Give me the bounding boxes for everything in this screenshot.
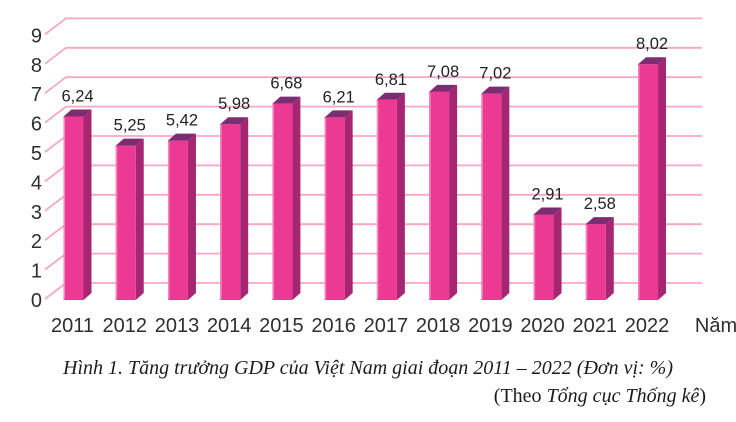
bar-value-label: 6,68 bbox=[270, 75, 302, 93]
bar-value-label: 5,98 bbox=[218, 95, 250, 113]
y-tick-label: 2 bbox=[31, 231, 42, 253]
bar-2012 bbox=[115, 138, 144, 300]
x-tick-label: 2021 bbox=[573, 315, 618, 337]
bar-2021 bbox=[585, 217, 614, 300]
bar-2022 bbox=[638, 57, 667, 300]
bar-top-face bbox=[481, 86, 510, 94]
bar-top-face bbox=[63, 109, 92, 117]
x-tick-label: 2019 bbox=[468, 315, 513, 337]
x-tick-label: 2016 bbox=[311, 315, 356, 337]
bar-value-label: 2,58 bbox=[584, 195, 616, 213]
bar-top-face bbox=[585, 217, 614, 225]
y-tick-label: 8 bbox=[31, 55, 42, 77]
bar-2011 bbox=[63, 109, 92, 300]
bar-top-face bbox=[376, 92, 405, 100]
bar-top-face bbox=[272, 96, 301, 104]
x-tick-label: 2014 bbox=[207, 315, 252, 337]
bar-2013 bbox=[167, 133, 196, 300]
bar-front-face bbox=[167, 140, 188, 300]
bar-top-face bbox=[220, 117, 249, 125]
bar-front-face bbox=[429, 91, 450, 301]
bar-front-face bbox=[220, 124, 241, 300]
bar-side-face bbox=[658, 57, 667, 300]
bar-front-face bbox=[481, 93, 502, 300]
bar-2014 bbox=[220, 117, 249, 300]
bar-value-label: 6,24 bbox=[61, 88, 93, 106]
bar-2018 bbox=[429, 84, 458, 301]
y-tick-label: 6 bbox=[31, 114, 42, 136]
bar-top-face bbox=[638, 57, 667, 65]
y-tick-label: 9 bbox=[31, 25, 42, 47]
bar-side-face bbox=[187, 133, 196, 300]
bar-front-face bbox=[638, 64, 659, 300]
bar-front-face bbox=[533, 214, 554, 300]
x-tick-label: 2012 bbox=[102, 315, 147, 337]
bar-front-face bbox=[585, 224, 606, 300]
y-tick-label: 7 bbox=[31, 84, 42, 106]
bar-value-label: 7,08 bbox=[427, 63, 459, 81]
x-tick-label: 2020 bbox=[520, 315, 565, 337]
bar-top-face bbox=[533, 207, 562, 215]
bar-2017 bbox=[376, 92, 405, 300]
bar-value-label: 6,81 bbox=[375, 71, 407, 89]
y-tick-label: 0 bbox=[31, 290, 42, 312]
y-tick-label: 3 bbox=[31, 202, 42, 224]
bar-side-face bbox=[501, 86, 510, 300]
bar-side-face bbox=[240, 117, 249, 300]
bar-value-label: 6,21 bbox=[323, 88, 355, 106]
bar-top-face bbox=[324, 110, 353, 118]
bar-2020 bbox=[533, 207, 562, 300]
source-prefix: (Theo bbox=[493, 385, 547, 407]
bar-front-face bbox=[376, 99, 397, 300]
x-tick-label: 2022 bbox=[625, 315, 670, 337]
bar-value-label: 2,91 bbox=[532, 185, 564, 203]
bar-side-face bbox=[135, 138, 144, 300]
chart-source: (Theo Tổng cục Thống kê) bbox=[494, 385, 706, 408]
bar-value-label: 8,02 bbox=[636, 35, 668, 53]
bar-side-face bbox=[396, 92, 405, 300]
x-tick-label: 2015 bbox=[259, 315, 304, 337]
source-name: Tổng cục Thống kê bbox=[546, 385, 700, 407]
bar-top-face bbox=[115, 138, 144, 146]
chart-caption: Hình 1. Tăng trưởng GDP của Việt Nam gia… bbox=[0, 357, 736, 380]
bar-side-face bbox=[344, 110, 353, 301]
bar-side-face bbox=[449, 84, 458, 301]
gridline bbox=[44, 46, 702, 65]
bar-2019 bbox=[481, 86, 510, 300]
bar-front-face bbox=[272, 103, 293, 300]
bar-front-face bbox=[324, 117, 345, 301]
bar-side-face bbox=[605, 217, 614, 300]
bar-side-face bbox=[553, 207, 562, 300]
bar-top-face bbox=[167, 133, 196, 141]
y-tick-label: 4 bbox=[31, 172, 42, 194]
bar-value-label: 7,02 bbox=[479, 65, 511, 83]
y-tick-label: 1 bbox=[31, 261, 42, 283]
x-tick-label: 2017 bbox=[364, 315, 409, 337]
bar-value-label: 5,42 bbox=[166, 112, 198, 130]
y-tick-label: 5 bbox=[31, 143, 42, 165]
bar-2016 bbox=[324, 110, 353, 301]
source-suffix: ) bbox=[699, 385, 706, 407]
bar-value-label: 5,25 bbox=[114, 117, 146, 135]
bar-front-face bbox=[115, 145, 136, 300]
bar-side-face bbox=[292, 96, 301, 300]
gridline bbox=[44, 17, 702, 36]
x-tick-label: 2013 bbox=[155, 315, 200, 337]
x-tick-label: 2018 bbox=[416, 315, 461, 337]
x-axis-title: Năm bbox=[695, 315, 736, 337]
caption-text: Hình 1. Tăng trưởng GDP của Việt Nam gia… bbox=[63, 357, 673, 379]
bar-front-face bbox=[63, 116, 84, 300]
bar-side-face bbox=[83, 109, 92, 300]
bar-top-face bbox=[429, 84, 458, 92]
gridline bbox=[44, 76, 702, 94]
gdp-bar-chart: 0 1 2 3 4 5 6 7 8 9 6,24 2011 5,25 2012 5,42 2013 5,98 20… bbox=[31, 17, 736, 337]
x-tick-label: 2011 bbox=[51, 315, 94, 337]
bar-2015 bbox=[272, 96, 301, 300]
